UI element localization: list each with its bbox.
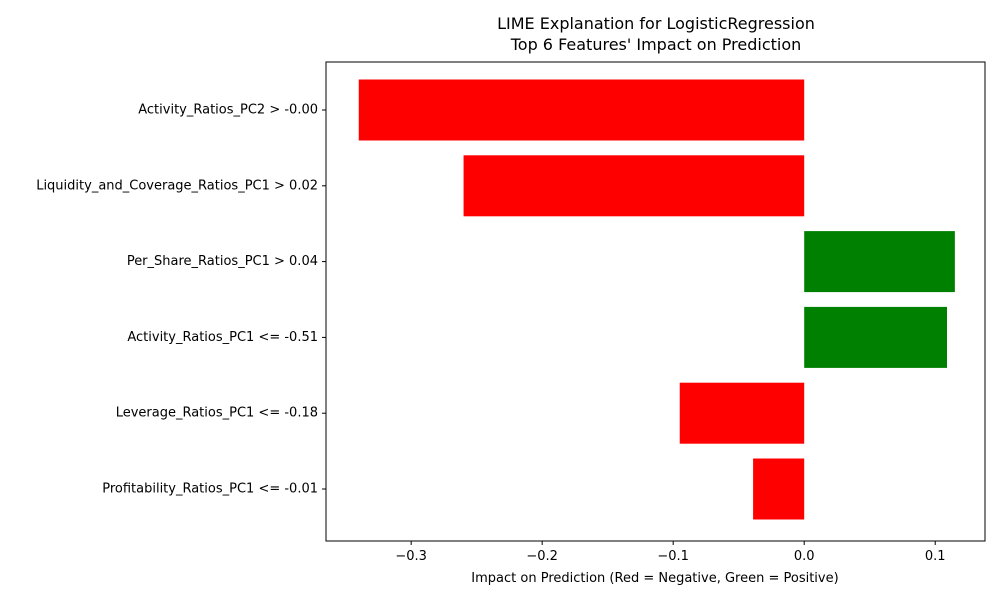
bar-1 bbox=[358, 79, 805, 141]
chart-title: LIME Explanation for LogisticRegression bbox=[497, 14, 815, 33]
chart-subtitle: Top 6 Features' Impact on Prediction bbox=[510, 35, 802, 54]
y-tick-label: Leverage_Ratios_PC1 <= -0.18 bbox=[116, 406, 318, 421]
x-axis-label: Impact on Prediction (Red = Negative, Gr… bbox=[471, 571, 838, 586]
x-tick-label: −0.2 bbox=[526, 549, 558, 564]
bar-group bbox=[358, 79, 955, 520]
x-tick-label: 0.0 bbox=[794, 549, 815, 564]
y-tick-label: Liquidity_and_Coverage_Ratios_PC1 > 0.02 bbox=[36, 178, 318, 193]
y-tick-label: Activity_Ratios_PC1 <= -0.51 bbox=[127, 330, 318, 345]
bar-5 bbox=[679, 382, 805, 444]
x-tick-label: −0.1 bbox=[657, 549, 689, 564]
y-tick-label: Per_Share_Ratios_PC1 > 0.04 bbox=[127, 254, 318, 269]
x-tick-label: −0.3 bbox=[395, 549, 427, 564]
y-axis-labels: Activity_Ratios_PC2 > -0.00 Liquidity_and… bbox=[36, 103, 326, 497]
plot-frame bbox=[325, 61, 986, 542]
y-tick-label: Activity_Ratios_PC2 > -0.00 bbox=[138, 103, 318, 118]
bar-6 bbox=[753, 458, 805, 520]
bar-2 bbox=[463, 155, 805, 217]
bar-3 bbox=[804, 231, 955, 293]
x-axis: −0.3 −0.2 −0.1 0.0 0.1 bbox=[395, 541, 946, 564]
bar-4 bbox=[804, 306, 948, 368]
y-tick-label: Profitability_Ratios_PC1 <= -0.01 bbox=[102, 482, 318, 497]
x-tick-label: 0.1 bbox=[925, 549, 946, 564]
